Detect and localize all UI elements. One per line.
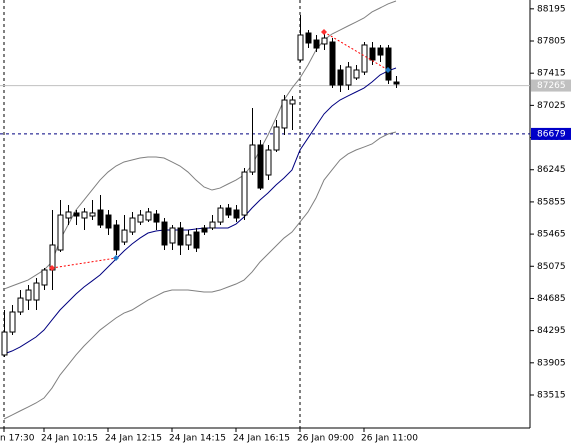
candle-body: [361, 44, 368, 73]
candle-body: [337, 69, 344, 86]
y-tick-label: 87025: [537, 101, 566, 111]
candle-body: [313, 39, 320, 49]
band-line: [3, 131, 397, 420]
trade-exit: [113, 255, 119, 262]
candle-body: [353, 69, 360, 79]
level-label-box: [531, 127, 571, 140]
bid-label: 87265: [537, 81, 566, 91]
candle-body: [177, 227, 184, 246]
candle-body: [9, 311, 16, 333]
trade-entry: [321, 29, 327, 36]
x-tick-label: n 17:30: [0, 434, 35, 444]
candle-body: [289, 99, 296, 105]
y-tick-label: 86245: [537, 165, 566, 175]
y-tick-label: 85075: [537, 262, 566, 272]
candle-body: [265, 149, 272, 176]
candle-body: [233, 209, 240, 219]
candle-body: [65, 211, 72, 219]
candle-body: [257, 144, 264, 189]
x-tick-label: 24 Jan 10:15: [41, 434, 98, 444]
candle-body: [121, 229, 128, 243]
candle-body: [249, 144, 256, 173]
candle-body: [369, 47, 376, 61]
candle-body: [377, 47, 384, 56]
candle-body: [305, 32, 312, 44]
x-tick-label: 24 Jan 14:15: [169, 434, 226, 444]
x-tick-label: 24 Jan 12:15: [105, 434, 162, 444]
level-label: 86679: [537, 129, 566, 139]
y-tick-label: 88195: [537, 4, 566, 14]
trade-exit: [385, 66, 391, 73]
candle-body: [169, 227, 176, 244]
candle-body: [129, 217, 136, 233]
candle-body: [345, 66, 352, 86]
candle-body: [145, 211, 152, 221]
candle-body: [113, 224, 120, 251]
candle-body: [73, 212, 80, 217]
candle-body: [41, 269, 48, 286]
trade-entry: [49, 265, 55, 272]
candle-body: [209, 221, 216, 229]
candle-body: [297, 34, 304, 61]
bid-label-box: [531, 79, 571, 92]
candle-body: [273, 126, 280, 151]
candle-body: [393, 81, 400, 85]
candle-body: [185, 234, 192, 246]
y-tick-label: 85855: [537, 197, 566, 207]
y-tick-label: 85465: [537, 230, 566, 240]
candle-body: [153, 213, 160, 223]
candle-body: [33, 282, 40, 301]
x-tick-label: 24 Jan 16:15: [233, 434, 290, 444]
trade-line: [323, 31, 389, 71]
candle-body: [161, 221, 168, 246]
y-tick-label: 84685: [537, 294, 566, 304]
candle-body: [241, 171, 248, 216]
candle-body: [201, 227, 208, 233]
candle-body: [1, 331, 8, 356]
candle-body: [57, 214, 64, 251]
y-tick-label: 83905: [537, 358, 566, 368]
band-line: [3, 0, 397, 290]
candle-body: [225, 207, 232, 216]
candle-body: [89, 212, 96, 217]
x-tick-label: 26 Jan 09:00: [297, 434, 354, 444]
candle-body: [217, 207, 224, 223]
candle-body: [193, 231, 200, 249]
candle-body: [81, 211, 88, 219]
y-tick-label: 84295: [537, 326, 566, 336]
candle-body: [329, 41, 336, 86]
candle-body: [321, 37, 328, 45]
candle-body: [97, 209, 104, 226]
y-tick-label: 83515: [537, 390, 566, 400]
y-tick-label: 87415: [537, 69, 566, 79]
y-tick-label: 87805: [537, 37, 566, 47]
band-line: [3, 67, 397, 355]
candle-body: [281, 99, 288, 129]
candle-body: [385, 47, 392, 81]
x-tick-label: 26 Jan 11:00: [361, 434, 418, 444]
candle-body: [17, 297, 24, 313]
candle-body: [25, 289, 32, 301]
candle-body: [137, 214, 144, 223]
trade-line: [51, 257, 117, 269]
candle-body: [105, 214, 112, 229]
